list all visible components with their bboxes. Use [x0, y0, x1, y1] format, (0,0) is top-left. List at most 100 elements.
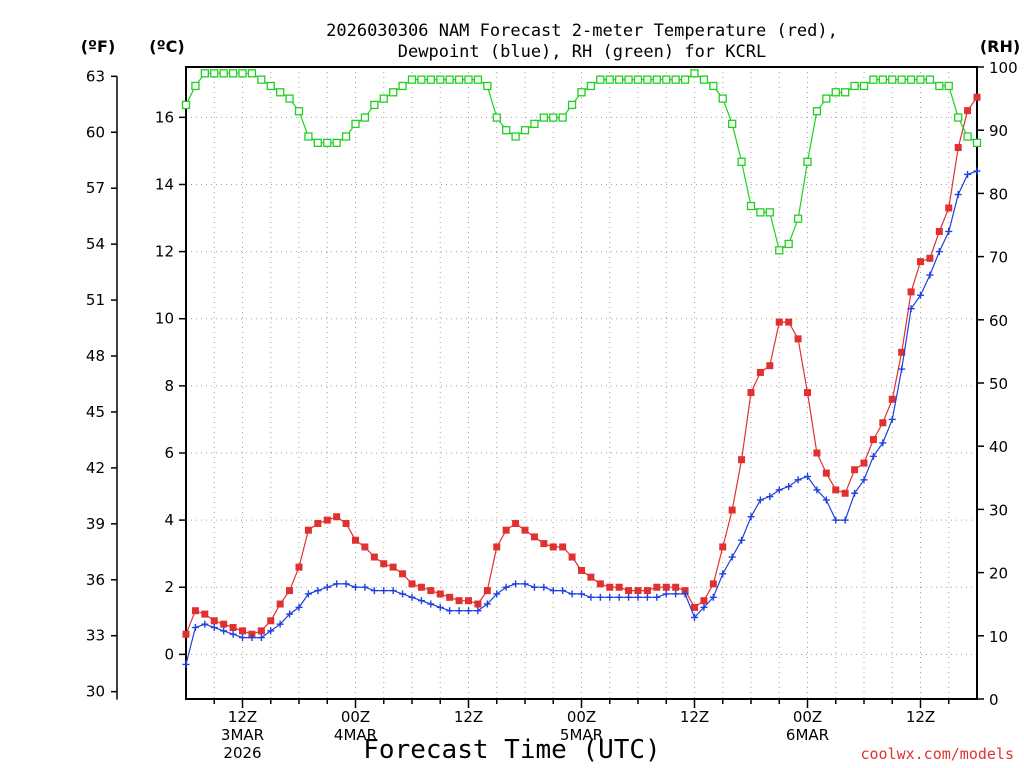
rh-point	[228, 69, 238, 78]
temperature-point	[841, 489, 849, 497]
fahrenheit-tick-label: 36	[86, 571, 105, 589]
temperature-point	[898, 348, 906, 356]
rh-point	[662, 75, 671, 84]
rh-tick-label: 50	[989, 375, 1008, 393]
celsius-tick-label: 4	[164, 511, 174, 529]
dewpoint-point	[766, 493, 774, 501]
dewpoint-point	[549, 587, 557, 595]
x-tick-label: 12Z	[228, 708, 257, 726]
rh-point	[351, 119, 360, 129]
rh-point	[615, 75, 624, 84]
temperature-point	[728, 506, 736, 514]
dewpoint-point	[370, 587, 378, 595]
rh-point	[558, 113, 567, 122]
dewpoint-point	[399, 590, 407, 598]
temperature-point	[766, 362, 774, 370]
dewpoint-point	[709, 593, 717, 601]
rh-point	[492, 113, 501, 122]
rh-point	[464, 75, 473, 84]
temperature-point	[719, 543, 727, 551]
dewpoint-point	[408, 593, 416, 601]
temperature-point	[512, 519, 520, 527]
dewpoint-point	[380, 587, 388, 595]
fahrenheit-tick-label: 39	[86, 515, 105, 533]
temperature-point	[643, 587, 651, 595]
temperature-point	[587, 573, 595, 581]
temperature-point	[804, 389, 811, 397]
dewpoint-point	[389, 587, 397, 595]
temperature-point	[201, 610, 209, 618]
temperature-point	[436, 590, 444, 598]
temperature-point	[342, 519, 350, 527]
rh-point	[954, 113, 963, 122]
rh-point	[502, 126, 511, 135]
rh-point	[210, 69, 219, 78]
x-tick-label: 5MAR	[560, 726, 603, 744]
temperature-point	[229, 624, 237, 632]
x-tick-label: 00Z	[793, 708, 822, 726]
temperature-point	[615, 583, 623, 591]
temperature-point	[964, 107, 972, 115]
fahrenheit-tick-label: 60	[86, 123, 105, 141]
series-temperature	[182, 93, 981, 638]
rh-point	[671, 75, 680, 84]
temperature-point	[210, 617, 218, 625]
dewpoint-point	[295, 603, 303, 611]
dewpoint-point	[596, 593, 604, 601]
rh-point	[803, 157, 812, 166]
temperature-point	[474, 600, 482, 608]
fahrenheit-tick-label: 42	[86, 459, 105, 477]
rh-point	[859, 81, 869, 91]
dewpoint-point	[926, 271, 934, 279]
temperature-point	[455, 597, 463, 605]
rh-point	[417, 75, 426, 84]
dewpoint-point	[502, 583, 510, 591]
dewpoint-point	[182, 660, 190, 668]
dewpoint-point	[869, 452, 877, 460]
rh-point	[219, 69, 228, 78]
rh-point	[520, 126, 530, 135]
rh-point	[511, 132, 520, 141]
dewpoint-point	[333, 580, 341, 588]
temperature-point	[935, 227, 943, 235]
rh-point	[379, 94, 388, 103]
rh-point	[850, 81, 859, 91]
dewpoint-point	[747, 513, 755, 521]
temperature-point	[625, 587, 633, 595]
temperature-point	[700, 597, 708, 605]
rh-point	[577, 88, 586, 97]
temperature-point	[756, 368, 764, 376]
temperature-point	[568, 553, 576, 561]
rh-point	[935, 81, 944, 91]
chart-title-line1: 2026030306 NAM Forecast 2-meter Temperat…	[326, 21, 838, 41]
dewpoint-point	[540, 583, 548, 591]
celsius-tick-label: 2	[164, 578, 174, 596]
dewpoint-point	[483, 600, 491, 608]
dewpoint-point	[314, 587, 322, 595]
dewpoint-point	[804, 472, 811, 480]
dewpoint-point	[691, 613, 698, 621]
rh-point	[539, 113, 548, 122]
dewpoint-point	[578, 590, 585, 598]
dewpoint-point	[935, 248, 943, 256]
dewpoint-point	[672, 590, 680, 598]
temperature-point	[832, 486, 840, 494]
fahrenheit-tick-label: 54	[86, 235, 105, 253]
dewpoint-point	[945, 227, 953, 235]
dewpoint-point	[465, 607, 472, 615]
axes: 30 33 36 39 42 45 48 51 54 57 60 63 0 2 4 6 8 10 12 14 16 0 10…	[86, 59, 1018, 709]
temperature-point	[860, 459, 868, 467]
temperature-point	[276, 600, 284, 608]
dewpoint-point	[662, 590, 670, 598]
dewpoint-point	[568, 590, 576, 598]
x-tick-label: 12Z	[454, 708, 483, 726]
rh-point	[925, 75, 935, 84]
temperature-point	[907, 288, 915, 296]
rh-point	[756, 208, 765, 217]
temperature-point	[493, 543, 501, 551]
x-tick-label: 12Z	[906, 708, 935, 726]
temperature-point	[191, 607, 199, 615]
dewpoint-point	[917, 291, 924, 299]
grid-lines	[186, 67, 977, 699]
dewpoint-point	[907, 305, 915, 313]
